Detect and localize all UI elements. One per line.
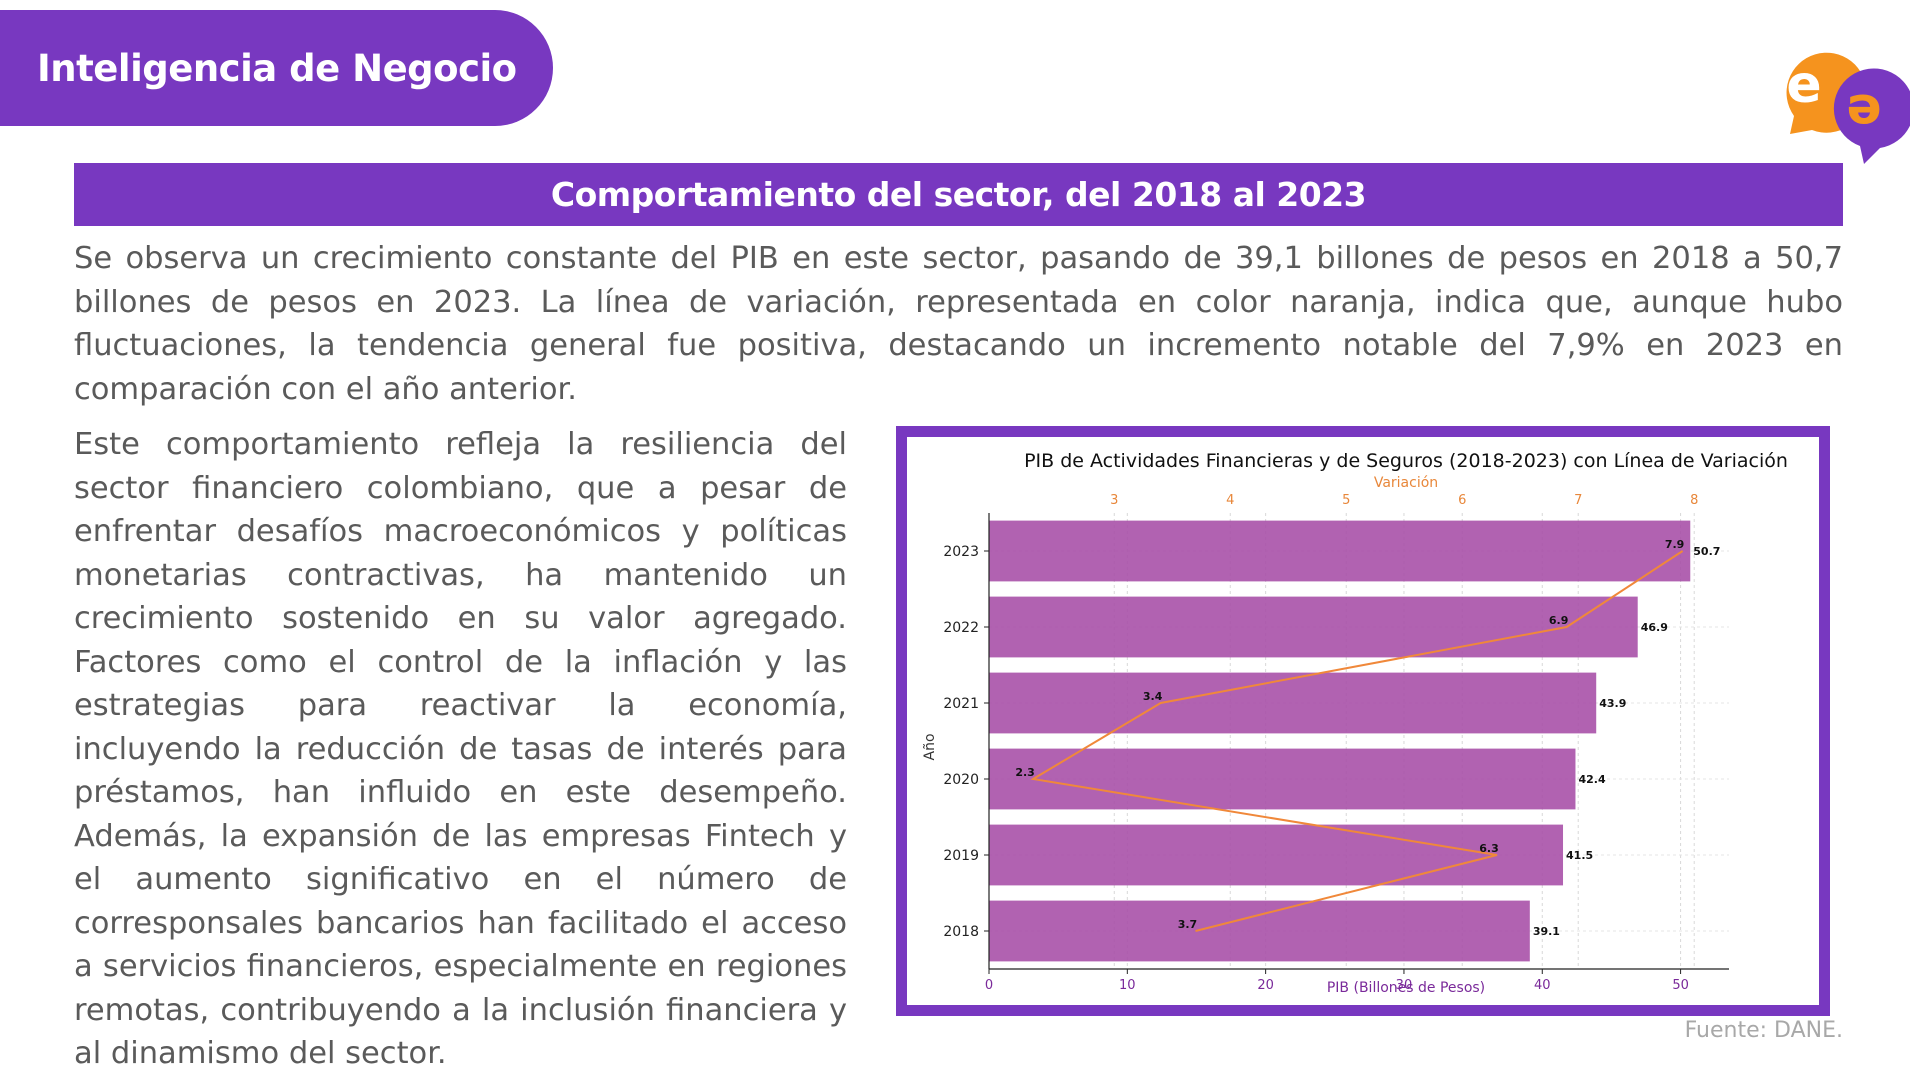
section-title: Comportamiento del sector, del 2018 al 2…	[550, 175, 1367, 214]
top-tick-label: 6	[1458, 493, 1466, 508]
category-label: 2022	[943, 620, 979, 636]
bar-value-label: 46.9	[1641, 621, 1668, 634]
x-tick-label: 20	[1257, 978, 1274, 993]
variation-line	[1030, 550, 1684, 932]
logo-glyph-bottom: e	[1846, 82, 1881, 142]
category-label: 2019	[943, 848, 979, 864]
x-tick-label: 0	[985, 978, 993, 993]
bar-2018	[989, 900, 1530, 962]
chart-title: PIB de Actividades Financieras y de Segu…	[1024, 450, 1788, 472]
top-tick-label: 7	[1574, 493, 1582, 508]
y-axis-label: Año	[922, 733, 938, 760]
pib-chart: PIB de Actividades Financieras y de Segu…	[922, 450, 1788, 996]
x-tick-label: 30	[1396, 978, 1413, 993]
logo-glyph-top: e	[1786, 55, 1821, 115]
variation-value-label: 6.9	[1549, 614, 1569, 627]
category-label: 2023	[943, 544, 979, 560]
x-tick-label: 40	[1534, 978, 1551, 993]
section-title-bar: Comportamiento del sector, del 2018 al 2…	[74, 163, 1843, 226]
x-axis-label: PIB (Billones de Pesos)	[1327, 980, 1485, 996]
category-label: 2018	[943, 924, 979, 940]
variation-value-label: 3.4	[1143, 690, 1163, 703]
bar-2020	[989, 748, 1576, 810]
x-tick-label: 10	[1119, 978, 1136, 993]
variation-value-label: 6.3	[1479, 842, 1499, 855]
bar-value-label: 39.1	[1533, 925, 1560, 938]
category-label: 2020	[943, 772, 979, 788]
bar-2022	[989, 596, 1638, 658]
brand-logo: e e	[1786, 52, 1910, 164]
bar-value-label: 50.7	[1693, 545, 1720, 558]
top-tick-label: 8	[1690, 493, 1698, 508]
top-axis-label: Variación	[1374, 475, 1438, 491]
bar-2019	[989, 824, 1564, 886]
header-title: Inteligencia de Negocio	[37, 46, 517, 90]
variation-value-label: 2.3	[1015, 766, 1034, 779]
top-tick-label: 5	[1342, 493, 1350, 508]
top-tick-label: 3	[1110, 493, 1118, 508]
variation-value-label: 3.7	[1178, 918, 1198, 931]
x-tick-label: 50	[1672, 978, 1689, 993]
bar-value-label: 42.4	[1578, 773, 1605, 786]
body-paragraph: Este comportamiento refleja la resilienc…	[74, 427, 847, 1071]
bar-2021	[989, 672, 1597, 734]
logo-bubble-purple	[1833, 68, 1910, 164]
header-tab: Inteligencia de Negocio	[0, 10, 553, 126]
plot-area: 39.1 41.5 42.4 43.9 46.9 50.7 0 10 20 30 40 50 3 4 5 6 7…	[943, 493, 1729, 993]
intro-paragraph: Se observa un crecimiento constante del …	[74, 241, 1843, 407]
bar-value-label: 41.5	[1566, 849, 1593, 862]
bar-2023	[989, 520, 1691, 582]
source-note: Fuente: DANE.	[1684, 1018, 1843, 1043]
chart-frame: PIB de Actividades Financieras y de Segu…	[896, 426, 1830, 1016]
category-label: 2021	[943, 696, 979, 712]
bar-value-label: 43.9	[1599, 697, 1626, 710]
variation-value-label: 7.9	[1665, 538, 1685, 551]
top-tick-label: 4	[1226, 493, 1234, 508]
